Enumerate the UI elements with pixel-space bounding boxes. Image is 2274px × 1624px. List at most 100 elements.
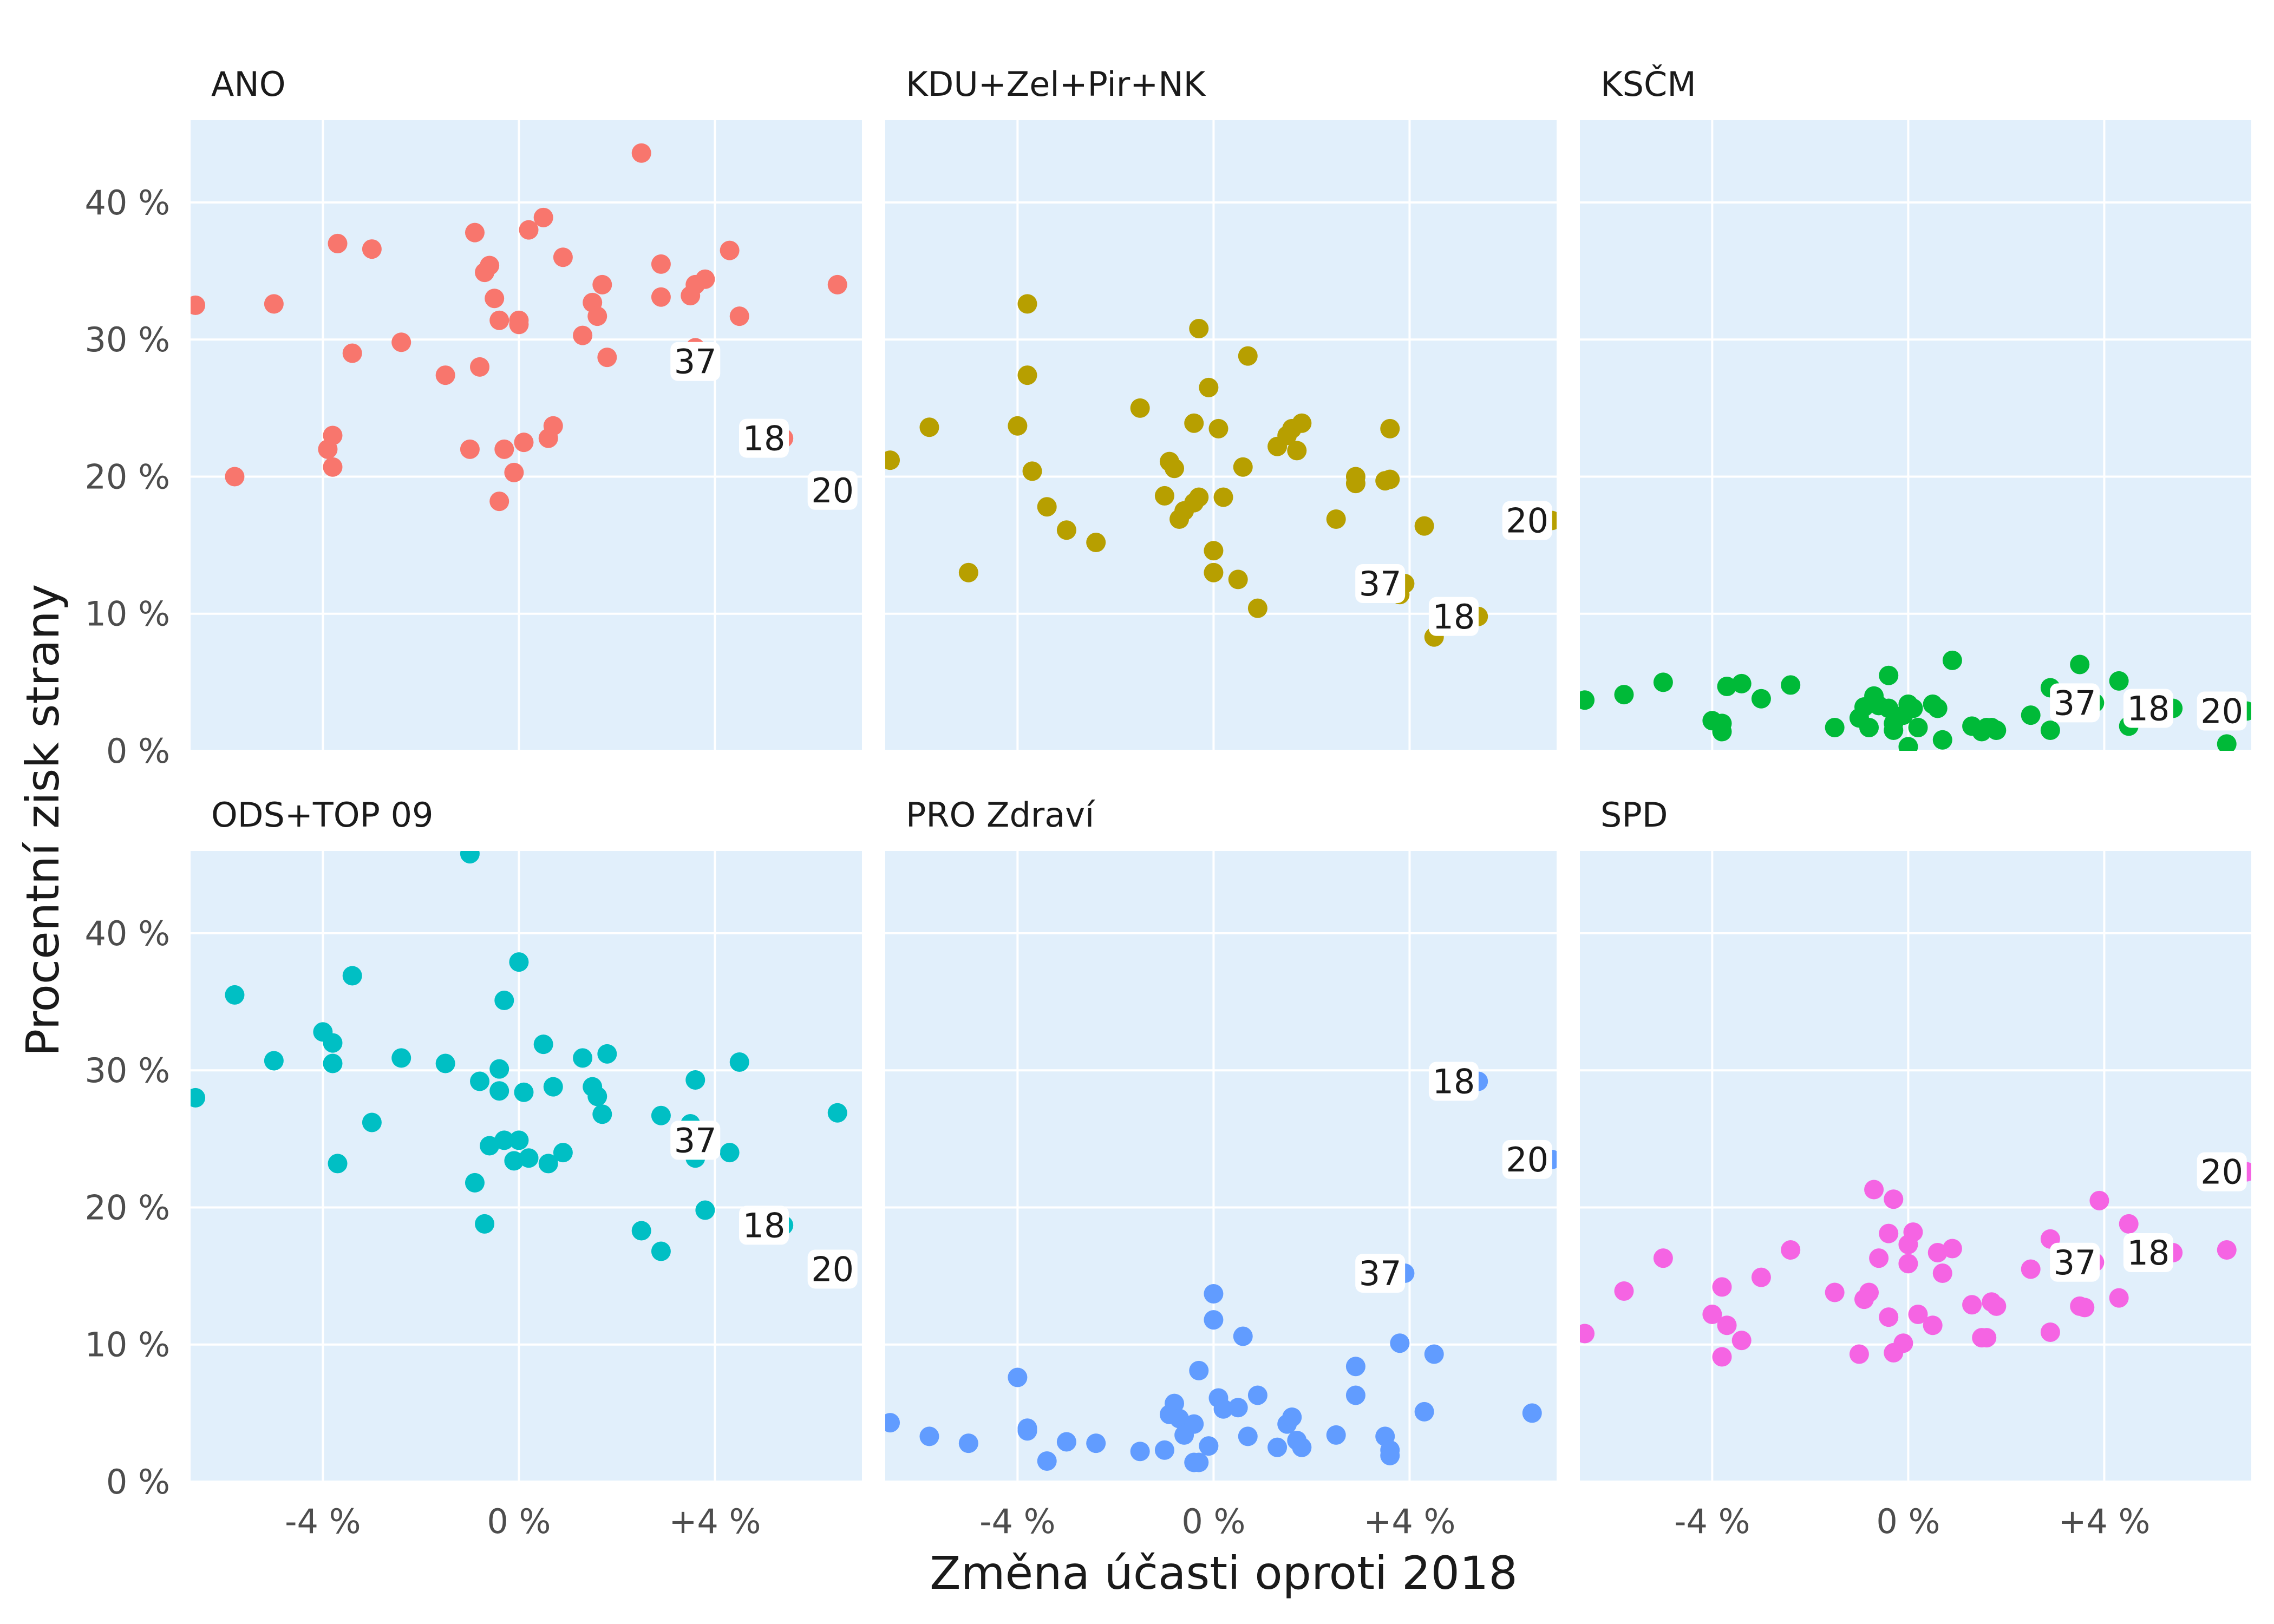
data-point bbox=[651, 254, 671, 274]
data-point bbox=[1712, 1277, 1732, 1297]
data-point bbox=[1247, 598, 1267, 618]
data-point bbox=[1017, 294, 1037, 314]
data-point bbox=[475, 1214, 495, 1234]
data-point bbox=[2040, 1322, 2060, 1342]
data-point bbox=[573, 325, 593, 345]
point-label-box bbox=[2123, 689, 2173, 728]
data-point bbox=[1898, 1254, 1918, 1274]
data-point bbox=[323, 1033, 343, 1053]
panel-title: ANO bbox=[211, 64, 286, 104]
panel-title: KDU+Zel+Pir+NK bbox=[906, 64, 1206, 104]
data-point bbox=[1908, 717, 1928, 737]
data-point bbox=[827, 1103, 847, 1123]
data-point bbox=[1189, 318, 1209, 338]
data-point bbox=[1213, 1399, 1233, 1419]
data-point bbox=[1022, 461, 1042, 481]
data-point bbox=[1898, 737, 1918, 751]
data-point bbox=[885, 1413, 900, 1433]
panel-title: SPD bbox=[1600, 795, 1668, 835]
data-point bbox=[1204, 541, 1224, 561]
point-labels: 37 18 20 bbox=[1355, 1062, 1552, 1293]
point-label: 20 bbox=[2200, 1152, 2243, 1192]
point-label-box bbox=[739, 418, 789, 458]
x-tick-label: -4 % bbox=[285, 1502, 361, 1541]
data-point bbox=[1923, 1315, 1943, 1335]
point-label: 18 bbox=[743, 419, 786, 459]
data-point bbox=[1731, 1331, 1752, 1351]
data-point bbox=[1169, 1409, 1190, 1429]
data-point bbox=[1893, 1333, 1913, 1353]
data-point bbox=[519, 220, 539, 240]
data-point bbox=[695, 269, 715, 289]
data-point bbox=[1879, 698, 1899, 718]
point-label-box bbox=[807, 470, 858, 510]
data-point bbox=[1165, 459, 1185, 479]
data-point bbox=[494, 439, 514, 459]
data-point bbox=[1653, 672, 1673, 692]
data-point bbox=[2021, 1259, 2041, 1279]
point-label: 37 bbox=[2054, 1243, 2096, 1282]
x-tick-label: +4 % bbox=[2058, 1502, 2150, 1541]
data-point bbox=[1859, 1282, 1879, 1302]
point-label: 37 bbox=[674, 342, 717, 382]
data-point bbox=[514, 1082, 534, 1102]
data-point bbox=[1008, 416, 1028, 436]
data-point bbox=[1233, 1326, 1253, 1346]
data-point bbox=[225, 467, 245, 487]
data-point bbox=[2109, 671, 2129, 691]
data-point bbox=[489, 1081, 509, 1101]
data-point bbox=[1653, 1248, 1673, 1268]
data-point bbox=[1189, 1360, 1209, 1380]
data-point bbox=[494, 1130, 514, 1150]
data-point bbox=[958, 562, 978, 582]
data-point bbox=[1292, 1437, 1312, 1457]
data-point bbox=[391, 1048, 411, 1068]
data-point bbox=[1208, 418, 1229, 438]
data-point bbox=[342, 966, 362, 986]
data-point bbox=[1130, 1442, 1150, 1462]
data-point bbox=[685, 1070, 705, 1090]
data-point bbox=[587, 1086, 607, 1106]
data-point bbox=[1927, 698, 1948, 718]
panel-spd: SPD 37 18 20 -4 % 0 % +4 % bbox=[1580, 795, 2251, 1541]
point-label-box bbox=[2050, 683, 2100, 723]
panel-ano: ANO 37 18 20 0 % 10 % 20 % 30 % 40 % bbox=[84, 64, 862, 771]
data-point bbox=[470, 357, 490, 377]
data-point bbox=[958, 1433, 978, 1453]
panel-background bbox=[885, 851, 1557, 1482]
data-point bbox=[553, 1143, 573, 1163]
data-point bbox=[1580, 1324, 1595, 1344]
point-label-box bbox=[2050, 1242, 2100, 1282]
data-point bbox=[1380, 1440, 1400, 1460]
data-point bbox=[1879, 665, 1899, 685]
data-point bbox=[1751, 689, 1771, 709]
x-axis-title: Změna účasti oproti 2018 bbox=[930, 1547, 1518, 1600]
data-point bbox=[264, 1051, 284, 1071]
data-point bbox=[2021, 705, 2041, 725]
data-point bbox=[1204, 1310, 1224, 1330]
point-label: 20 bbox=[811, 1249, 854, 1289]
data-point bbox=[264, 294, 284, 314]
data-point bbox=[1614, 685, 1634, 705]
data-point bbox=[1204, 1284, 1224, 1304]
data-point bbox=[1849, 1344, 1869, 1364]
data-point bbox=[538, 1154, 558, 1174]
data-point bbox=[1414, 1402, 1434, 1422]
data-point bbox=[1154, 1440, 1174, 1460]
data-point bbox=[509, 952, 529, 972]
data-point bbox=[1825, 1282, 1845, 1302]
data-point bbox=[1712, 1347, 1732, 1367]
data-point bbox=[1977, 1328, 1997, 1348]
points bbox=[191, 143, 857, 512]
data-point bbox=[1908, 1305, 1928, 1325]
data-point bbox=[1702, 1305, 1722, 1325]
point-label: 20 bbox=[1506, 1140, 1548, 1180]
data-point bbox=[1287, 441, 1307, 461]
point-label-box bbox=[1428, 597, 1479, 636]
data-point bbox=[1987, 1296, 2007, 1316]
data-point bbox=[543, 416, 563, 436]
data-point bbox=[225, 985, 245, 1005]
data-point bbox=[1267, 1437, 1288, 1457]
data-point bbox=[592, 1104, 612, 1124]
data-point bbox=[480, 256, 500, 276]
